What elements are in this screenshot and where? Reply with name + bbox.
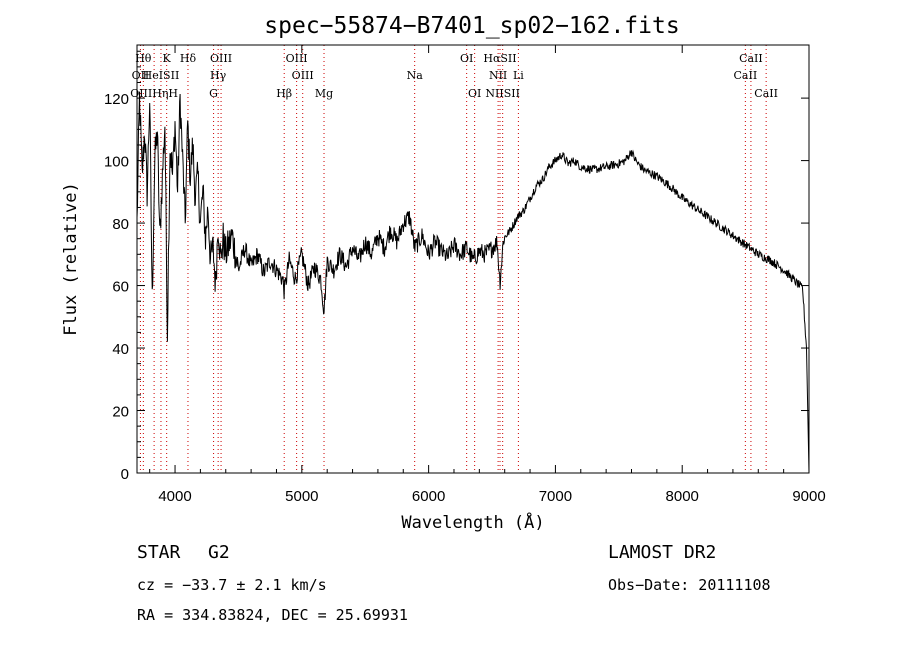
redshift-velocity: cz = −33.7 ± 2.1 km/s bbox=[137, 576, 327, 594]
line-label: OIIIHηH bbox=[130, 87, 178, 100]
line-label: NII bbox=[489, 69, 507, 82]
y-tick-label: 100 bbox=[104, 154, 129, 171]
spectrum-line bbox=[136, 91, 810, 474]
y-tick-label: 40 bbox=[112, 341, 129, 358]
observation-date: Obs−Date: 20111108 bbox=[608, 576, 771, 594]
x-tick-label: 5000 bbox=[285, 488, 318, 505]
x-tick-label: 7000 bbox=[539, 488, 572, 505]
x-tick-label: 8000 bbox=[666, 488, 699, 505]
x-tick-label: 4000 bbox=[158, 488, 191, 505]
y-tick-label: 20 bbox=[112, 404, 129, 421]
object-subclass: G2 bbox=[208, 542, 230, 563]
y-tick-label: 80 bbox=[112, 216, 129, 233]
y-tick-label: 120 bbox=[104, 91, 129, 108]
line-label: Li bbox=[513, 69, 524, 82]
line-label: Na bbox=[407, 69, 424, 82]
line-label: HeISII bbox=[143, 69, 180, 82]
x-tick-label: 6000 bbox=[412, 488, 445, 505]
line-label: CaII bbox=[739, 52, 763, 65]
line-label: Hγ bbox=[210, 69, 227, 82]
y-axis-ticks: 0 20 40 60 80 100 120 bbox=[104, 50, 809, 483]
line-label: NIISII bbox=[485, 87, 520, 100]
line-label: OII bbox=[132, 69, 150, 82]
line-label: HαSII bbox=[483, 52, 516, 65]
line-label: CaII bbox=[754, 87, 778, 100]
object-class: STAR bbox=[137, 542, 181, 563]
survey-name: LAMOST DR2 bbox=[608, 542, 717, 563]
line-label: Hβ bbox=[276, 87, 292, 100]
line-label: OIII bbox=[292, 69, 314, 82]
line-label: K bbox=[163, 52, 172, 65]
chart-title: spec−55874−B7401_sp02−162.fits bbox=[264, 13, 679, 39]
line-label: OIII bbox=[286, 52, 308, 65]
y-axis-label: Flux (relative) bbox=[61, 182, 81, 336]
y-tick-label: 60 bbox=[112, 279, 129, 296]
line-label: Hδ bbox=[180, 52, 197, 65]
line-label: CaII bbox=[734, 69, 758, 82]
line-label: G bbox=[209, 87, 218, 100]
x-tick-label: 9000 bbox=[792, 488, 825, 505]
line-label: OIII bbox=[210, 52, 232, 65]
line-label: Hθ bbox=[135, 52, 152, 65]
line-label: OI bbox=[460, 52, 473, 65]
x-axis-ticks: 4000 5000 6000 7000 8000 9000 bbox=[149, 45, 826, 505]
y-tick-label: 0 bbox=[121, 466, 129, 483]
coordinates: RA = 334.83824, DEC = 25.69931 bbox=[137, 606, 408, 624]
x-axis-label: Wavelength (Å) bbox=[401, 511, 544, 533]
line-label: Mg bbox=[315, 87, 333, 100]
plot-frame bbox=[136, 44, 810, 474]
line-markers bbox=[139, 45, 767, 473]
line-label: OI bbox=[468, 87, 481, 100]
